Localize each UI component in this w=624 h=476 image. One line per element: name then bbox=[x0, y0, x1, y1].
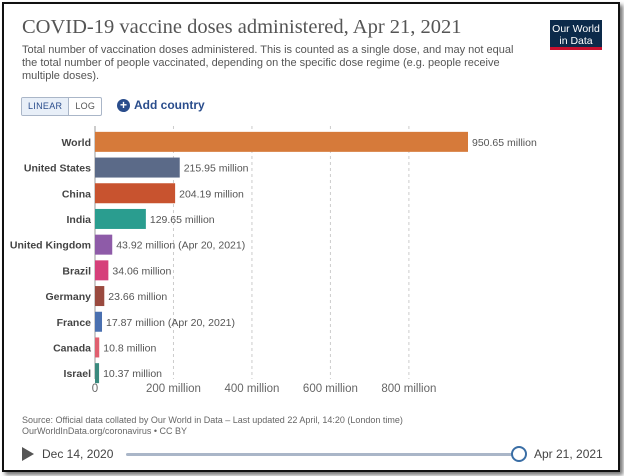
timeline-track[interactable] bbox=[126, 453, 518, 456]
category-label: France bbox=[57, 317, 92, 329]
source-line-1: Source: Official data collated by Our Wo… bbox=[22, 415, 403, 425]
owid-logo[interactable]: Our World in Data bbox=[550, 20, 602, 50]
logo-line-1: Our World bbox=[552, 23, 600, 35]
category-label: United States bbox=[24, 163, 91, 175]
add-country-label: Add country bbox=[134, 98, 205, 112]
chart-frame: COVID-19 vaccine doses administered, Apr… bbox=[2, 2, 620, 472]
timeline: Dec 14, 2020 Apr 21, 2021 bbox=[22, 444, 612, 464]
value-label: 34.06 million bbox=[112, 265, 171, 277]
bar[interactable] bbox=[95, 183, 176, 204]
log-scale-button[interactable]: LOG bbox=[75, 101, 96, 111]
category-label: United Kingdom bbox=[10, 240, 91, 252]
play-icon[interactable] bbox=[22, 447, 34, 461]
value-label: 43.92 million (Apr 20, 2021) bbox=[116, 240, 245, 252]
value-label: 10.8 million bbox=[103, 342, 156, 354]
value-label: 23.66 million bbox=[108, 291, 167, 303]
bar[interactable] bbox=[95, 260, 109, 281]
bar[interactable] bbox=[95, 208, 146, 229]
value-label: 204.19 million bbox=[179, 188, 244, 200]
x-tick-label: 800 million bbox=[381, 383, 436, 395]
bar[interactable] bbox=[95, 363, 100, 384]
add-country-button[interactable]: + Add country bbox=[117, 98, 205, 112]
value-label: 215.95 million bbox=[184, 163, 249, 175]
source-line-2[interactable]: OurWorldInData.org/coronavirus • CC BY bbox=[22, 426, 188, 436]
logo-line-2: in Data bbox=[559, 35, 593, 47]
category-label: Germany bbox=[45, 291, 91, 303]
bar[interactable] bbox=[95, 234, 113, 255]
chart-subtitle: Total number of vaccination doses admini… bbox=[22, 44, 514, 82]
bars: World 950.65 million United States 215.95 m… bbox=[10, 131, 537, 384]
plus-circle-icon: + bbox=[117, 98, 130, 112]
bar-chart: World 950.65 million United States 215.95 m… bbox=[10, 126, 537, 395]
x-axis: 0 200 million 400 million 600 million 800 mi… bbox=[92, 383, 437, 395]
timeline-start-date: Dec 14, 2020 bbox=[42, 447, 114, 461]
category-label: China bbox=[62, 188, 91, 200]
timeline-end-date: Apr 21, 2021 bbox=[534, 447, 603, 461]
bar[interactable] bbox=[95, 157, 180, 178]
bar[interactable] bbox=[95, 337, 100, 358]
value-label: 17.87 million (Apr 20, 2021) bbox=[106, 317, 235, 329]
chart-title: COVID-19 vaccine doses administered, Apr… bbox=[22, 16, 462, 38]
category-label: World bbox=[61, 137, 91, 149]
category-label: India bbox=[66, 214, 91, 226]
scale-toggle: LINEAR LOG bbox=[21, 97, 103, 116]
value-label: 129.65 million bbox=[150, 214, 215, 226]
timeline-handle[interactable] bbox=[511, 446, 527, 462]
value-label: 950.65 million bbox=[472, 137, 537, 149]
category-label: Israel bbox=[64, 368, 92, 380]
source-note: Source: Official data collated by Our Wo… bbox=[22, 415, 403, 437]
x-tick-label: 400 million bbox=[224, 383, 279, 395]
x-tick-label: 600 million bbox=[303, 383, 358, 395]
linear-scale-button[interactable]: LINEAR bbox=[22, 98, 70, 115]
x-tick-label: 0 bbox=[92, 383, 98, 395]
category-label: Canada bbox=[53, 342, 91, 354]
bar[interactable] bbox=[95, 286, 105, 307]
value-label: 10.37 million bbox=[103, 368, 162, 380]
x-tick-label: 200 million bbox=[146, 383, 201, 395]
bar[interactable] bbox=[95, 311, 103, 332]
bar[interactable] bbox=[95, 131, 468, 152]
category-label: Brazil bbox=[62, 265, 91, 277]
